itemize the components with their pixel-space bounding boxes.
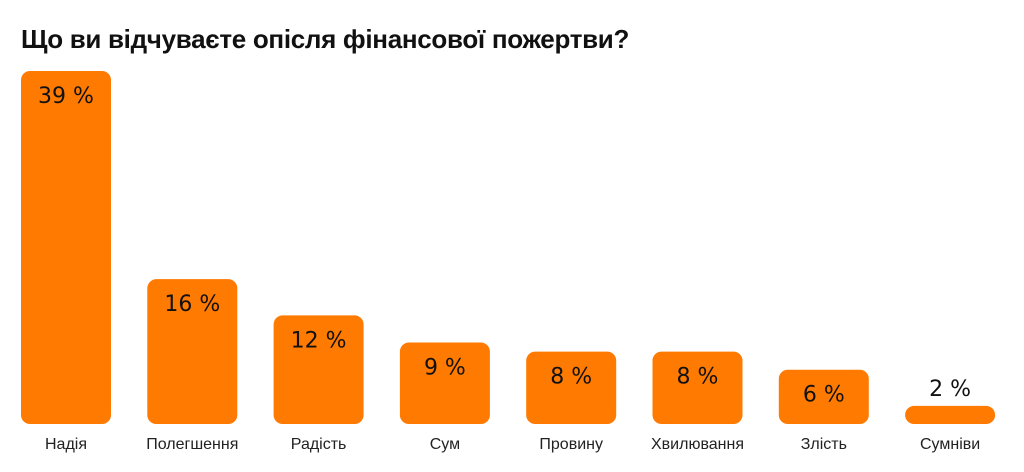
category-label: Провину [539,436,603,453]
bar-3 [273,315,364,424]
category-label: Надія [45,436,87,453]
bar-5 [526,351,617,424]
bar-value-label: 2 % [929,377,971,402]
bar-value-label: 12 % [291,328,347,353]
bar-value-label: 39 % [38,84,94,109]
category-label: Радість [291,436,347,453]
bar-value-label: 9 % [424,356,466,381]
bar-4 [399,342,490,424]
bar-value-label: 16 % [164,292,220,317]
bar-6 [652,351,743,424]
chart-title: Що ви відчуваєте опісля фінансової пожер… [21,24,630,54]
category-label: Полегшення [146,436,238,453]
category-label: Хвилювання [651,436,744,453]
category-label: Злість [801,436,847,453]
bar-7 [778,369,869,424]
category-label: Сум [430,436,460,453]
bar-value-label: 8 % [677,365,719,390]
category-label: Сумніви [920,436,980,453]
bar-8 [905,405,996,424]
bar-value-label: 6 % [803,383,845,408]
bar-2 [147,279,238,424]
bar-1 [21,71,111,424]
bar-value-label: 8 % [550,365,592,390]
